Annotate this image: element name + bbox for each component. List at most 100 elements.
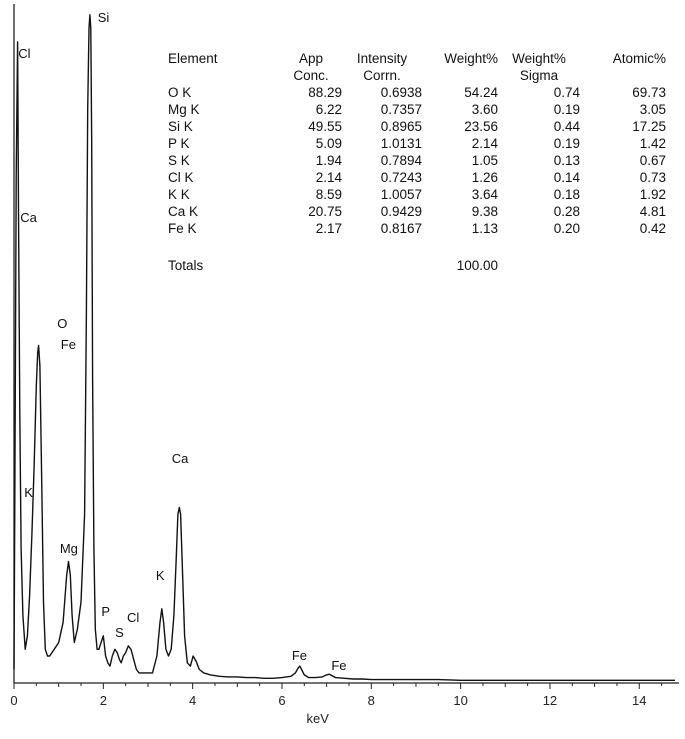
peak-label: Fe (61, 337, 76, 352)
header-weight-sigma: Weight% Sigma (498, 50, 580, 84)
header-app-conc: App Conc. (280, 50, 342, 84)
cell-weight: 1.13 (471, 221, 498, 236)
table-row: S K 1.94 0.7894 1.05 0.13 0.67 (160, 152, 666, 169)
header-element-label: Element (168, 51, 218, 66)
peak-label: Si (98, 10, 110, 25)
cell-weight-sigma: 0.18 (553, 187, 580, 202)
cell-app-conc: 20.75 (308, 204, 342, 219)
peak-label: Ca (20, 210, 37, 225)
cell-weight: 1.05 (471, 153, 498, 168)
x-tick-label: 8 (368, 693, 375, 708)
table-header-row: Element App Conc. Intensity Corrn. Weigh… (160, 50, 666, 84)
cell-weight-sigma: 0.19 (553, 136, 580, 151)
cell-weight-sigma: 0.20 (553, 221, 580, 236)
cell-element: Fe K (168, 221, 197, 236)
cell-app-conc: 5.09 (315, 136, 342, 151)
cell-weight-sigma: 0.44 (553, 119, 580, 134)
header-weight: Weight% (422, 50, 498, 84)
cell-element: K K (168, 187, 190, 202)
cell-intensity-corrn: 0.7357 (380, 102, 422, 117)
cell-app-conc: 2.17 (315, 221, 342, 236)
x-tick-label: 6 (278, 693, 285, 708)
x-tick-label: 2 (100, 693, 107, 708)
cell-element: Ca K (168, 204, 199, 219)
peak-label: Cl (18, 46, 30, 61)
spectrum-trace (13, 14, 675, 681)
cell-weight: 54.24 (464, 85, 498, 100)
totals-atomic-empty (580, 237, 666, 274)
cell-app-conc: 6.22 (315, 102, 342, 117)
totals-row: Totals 100.00 (160, 237, 666, 274)
quantification-table: Element App Conc. Intensity Corrn. Weigh… (160, 50, 666, 274)
cell-atomic: 1.42 (639, 136, 666, 151)
series-layer (13, 14, 675, 681)
table-row: Mg K 6.22 0.7357 3.60 0.19 3.05 (160, 101, 666, 118)
cell-weight-sigma: 0.13 (553, 153, 580, 168)
cell-atomic: 3.05 (639, 102, 666, 117)
peak-label: K (24, 485, 33, 500)
cell-intensity-corrn: 0.8167 (380, 221, 422, 236)
x-tick-label: 10 (453, 693, 467, 708)
x-tick-label: 12 (543, 693, 557, 708)
cell-atomic: 1.92 (639, 187, 666, 202)
cell-intensity-corrn: 0.7243 (380, 170, 422, 185)
header-sigma-line2: Sigma (519, 68, 559, 83)
table-row: K K 8.59 1.0057 3.64 0.18 1.92 (160, 186, 666, 203)
cell-element: Mg K (168, 102, 200, 117)
cell-weight: 3.64 (471, 187, 498, 202)
table-row: Si K 49.55 0.8965 23.56 0.44 17.25 (160, 118, 666, 135)
table-row: P K 5.09 1.0131 2.14 0.19 1.42 (160, 135, 666, 152)
header-app-line2: Conc. (293, 68, 329, 83)
cell-intensity-corrn: 0.7894 (380, 153, 422, 168)
cell-weight: 2.14 (471, 136, 498, 151)
cell-element: S K (168, 153, 190, 168)
cell-weight: 1.26 (471, 170, 498, 185)
cell-intensity-corrn: 1.0131 (380, 136, 422, 151)
cell-element: Si K (168, 119, 193, 134)
peak-label: Cl (127, 610, 139, 625)
header-element: Element (160, 50, 280, 84)
x-tick-label: 4 (189, 693, 196, 708)
cell-weight-sigma: 0.19 (553, 102, 580, 117)
peak-label: O (57, 316, 67, 331)
peak-label: Fe (331, 658, 346, 673)
cell-atomic: 69.73 (632, 85, 666, 100)
cell-weight: 9.38 (471, 204, 498, 219)
cell-app-conc: 8.59 (315, 187, 342, 202)
header-intensity-line1: Intensity (356, 51, 408, 66)
totals-app-empty (280, 237, 342, 274)
cell-element: Cl K (168, 170, 194, 185)
peak-label: P (101, 604, 110, 619)
cell-app-conc: 49.55 (308, 119, 342, 134)
totals-int-empty (342, 237, 422, 274)
cell-weight-sigma: 0.74 (553, 85, 580, 100)
cell-atomic: 0.42 (639, 221, 666, 236)
peak-label: Ca (172, 451, 189, 466)
cell-intensity-corrn: 0.8965 (380, 119, 422, 134)
cell-intensity-corrn: 0.6938 (380, 85, 422, 100)
cell-intensity-corrn: 0.9429 (380, 204, 422, 219)
table-row: Cl K 2.14 0.7243 1.26 0.14 0.73 (160, 169, 666, 186)
cell-weight: 23.56 (464, 119, 498, 134)
header-sigma-line1: Weight% (512, 51, 566, 66)
cell-element: O K (168, 85, 192, 100)
table-row: Fe K 2.17 0.8167 1.13 0.20 0.42 (160, 220, 666, 237)
header-intensity-corrn: Intensity Corrn. (342, 50, 422, 84)
x-tick-label: 14 (632, 693, 646, 708)
cell-atomic: 0.67 (639, 153, 666, 168)
cell-app-conc: 88.29 (308, 85, 342, 100)
peak-label: Mg (60, 541, 78, 556)
header-atomic: Atomic% (580, 50, 666, 84)
totals-label: Totals (168, 258, 204, 273)
cell-weight-sigma: 0.14 (553, 170, 580, 185)
table-row: Ca K 20.75 0.9429 9.38 0.28 4.81 (160, 203, 666, 220)
peak-label: Fe (292, 648, 307, 663)
cell-element: P K (168, 136, 190, 151)
totals-weight: 100.00 (456, 258, 498, 273)
cell-weight: 3.60 (471, 102, 498, 117)
peak-label: K (156, 568, 165, 583)
header-weight-label: Weight% (444, 51, 498, 66)
